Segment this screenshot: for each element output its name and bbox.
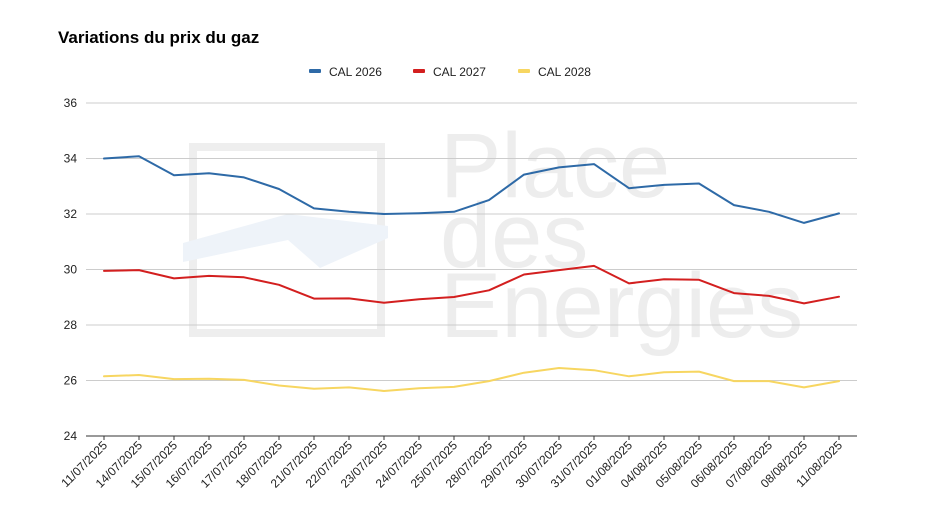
y-tick-label: 24 — [64, 429, 78, 443]
legend-label: CAL 2026 — [329, 65, 382, 79]
watermark-text-line3: Energies — [440, 255, 803, 357]
series-line-cal-2028 — [103, 367, 840, 392]
y-tick-label: 26 — [64, 374, 78, 388]
legend-label: CAL 2027 — [433, 65, 486, 79]
watermark-logo: Place des Energies — [183, 115, 803, 357]
y-tick-label: 28 — [64, 318, 78, 332]
series-lines — [103, 155, 840, 392]
legend: CAL 2026 CAL 2027 CAL 2028 — [309, 65, 591, 79]
y-tick-label: 36 — [64, 96, 78, 110]
y-tick-label: 30 — [64, 263, 78, 277]
grid-lines — [86, 102, 857, 437]
y-tick-label: 34 — [64, 152, 78, 166]
y-axis: 24 26 28 30 32 34 36 — [64, 96, 78, 443]
watermark-roof-shape — [183, 214, 388, 268]
legend-swatch — [518, 69, 530, 73]
legend-swatch — [309, 69, 321, 73]
legend-swatch — [413, 69, 425, 73]
series-line-cal-2027 — [103, 264, 840, 305]
y-tick-label: 32 — [64, 207, 78, 221]
chart-title: Variations du prix du gaz — [58, 28, 260, 47]
legend-label: CAL 2028 — [538, 65, 591, 79]
watermark-text-line1: Place — [440, 115, 670, 217]
x-axis: 11/07/202514/07/202515/07/202516/07/2025… — [58, 436, 845, 491]
series-line-cal-2026 — [103, 155, 840, 224]
